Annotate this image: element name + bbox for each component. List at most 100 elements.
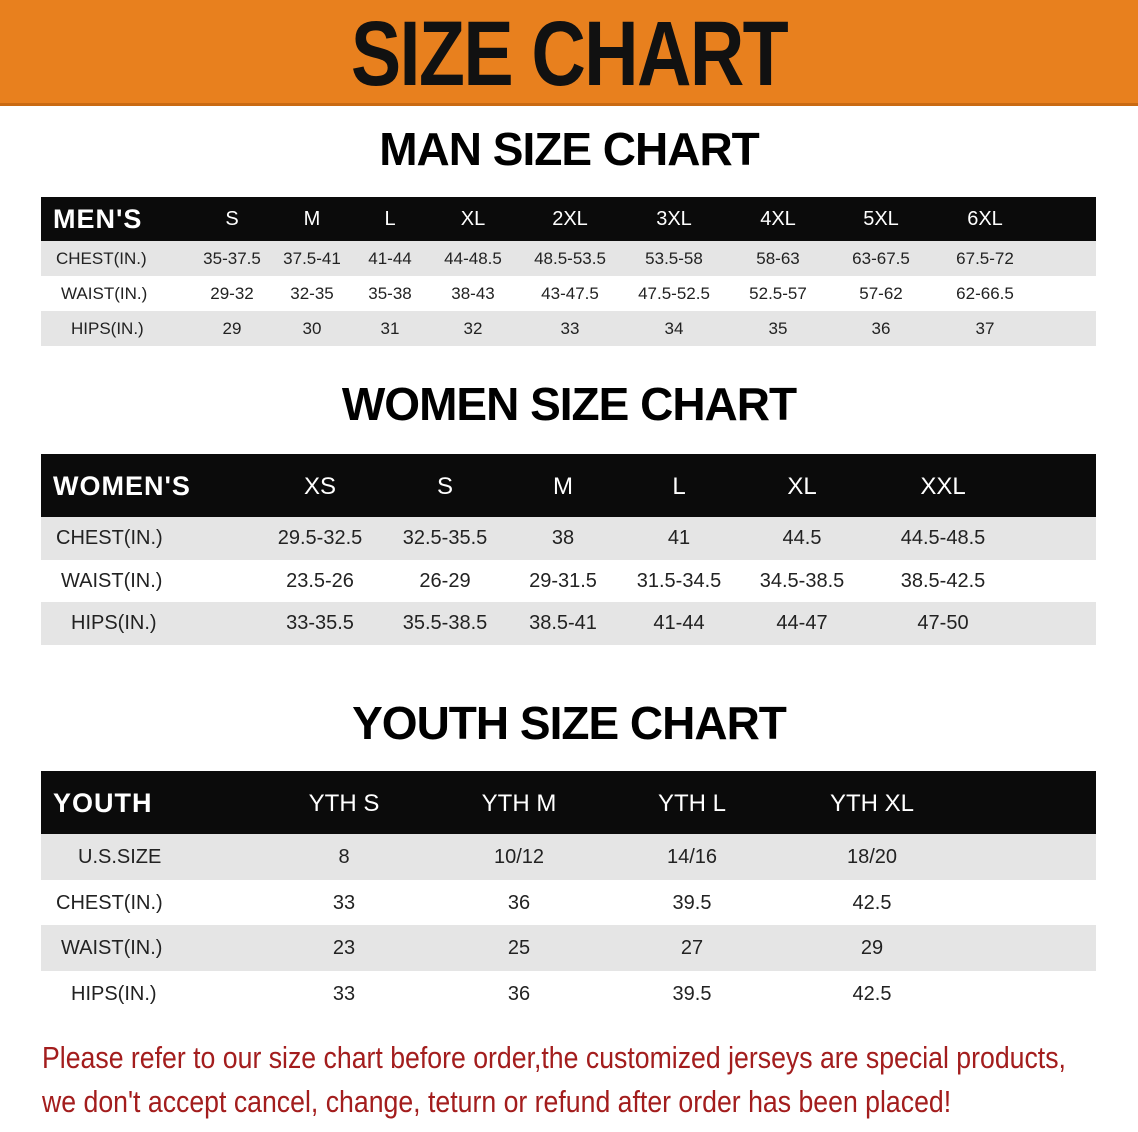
table-cell: 63-67.5 bbox=[852, 249, 910, 268]
table-cell: 62-66.5 bbox=[956, 284, 1014, 303]
table-cell: 38.5-42.5 bbox=[900, 569, 986, 592]
table-cell: 25 bbox=[507, 937, 531, 959]
table-cell: 58-63 bbox=[756, 249, 800, 268]
table-cell: 32.5-35.5 bbox=[402, 527, 488, 549]
table-cell: 36 bbox=[507, 982, 531, 1005]
size-header: XL bbox=[787, 473, 817, 500]
youth-header-label: YOUTH bbox=[53, 788, 153, 818]
table-cell: 36 bbox=[507, 891, 531, 914]
table-cell: 29 bbox=[222, 319, 242, 338]
size-header: L bbox=[672, 473, 686, 500]
row-label: WAIST(IN.) bbox=[61, 284, 148, 303]
table-cell: 23 bbox=[332, 937, 356, 959]
row-label: U.S.SIZE bbox=[78, 846, 162, 868]
table-cell: 42.5 bbox=[852, 982, 892, 1005]
table-cell: 34 bbox=[664, 319, 684, 338]
table-cell: 35-37.5 bbox=[203, 249, 261, 268]
table-cell: 35 bbox=[768, 319, 788, 338]
notice-line-1: Please refer to our size chart before or… bbox=[42, 1040, 1066, 1075]
table-cell: 52.5-57 bbox=[749, 284, 807, 303]
size-header: M bbox=[303, 208, 321, 230]
size-header: XXL bbox=[920, 473, 966, 500]
table-cell: 38-43 bbox=[451, 284, 495, 303]
size-header: 5XL bbox=[863, 208, 899, 230]
table-cell: 41-44 bbox=[653, 612, 705, 634]
table-cell: 14/16 bbox=[666, 846, 718, 868]
size-header: L bbox=[384, 208, 396, 230]
table-cell: 29.5-32.5 bbox=[277, 527, 363, 549]
row-label: CHEST(IN.) bbox=[56, 249, 147, 268]
table-cell: 31 bbox=[380, 319, 400, 338]
size-header: 3XL bbox=[656, 208, 692, 230]
row-label: CHEST(IN.) bbox=[56, 891, 163, 914]
table-cell: 32-35 bbox=[290, 284, 334, 303]
table-cell: 41-44 bbox=[368, 249, 412, 268]
table-cell: 34.5-38.5 bbox=[759, 569, 845, 592]
row-label: HIPS(IN.) bbox=[71, 612, 157, 634]
table-cell: 44.5-48.5 bbox=[900, 527, 986, 549]
size-header: S bbox=[436, 473, 454, 500]
size-header: YTH XL bbox=[829, 790, 915, 817]
size-header: M bbox=[553, 473, 573, 500]
table-row: CHEST(IN.) 33 36 39.5 42.5 bbox=[41, 880, 1096, 926]
table-cell: 47.5-52.5 bbox=[638, 284, 710, 303]
table-cell: 37.5-41 bbox=[283, 249, 341, 268]
size-header: 4XL bbox=[760, 208, 796, 230]
table-cell: 41 bbox=[667, 527, 691, 549]
women-section-title: WOMEN SIZE CHART bbox=[341, 378, 797, 430]
men-header-label: MEN'S bbox=[53, 204, 143, 234]
table-cell: 42.5 bbox=[852, 891, 892, 914]
size-header: XS bbox=[303, 473, 337, 500]
table-cell: 37 bbox=[975, 319, 995, 338]
table-cell: 33 bbox=[560, 319, 580, 338]
row-label: HIPS(IN.) bbox=[71, 319, 144, 338]
size-header: XL bbox=[460, 208, 486, 230]
table-row: U.S.SIZE 8 10/12 14/16 18/20 bbox=[41, 834, 1096, 880]
table-row: WAIST(IN.) 23 25 27 29 bbox=[41, 925, 1096, 971]
size-header: 6XL bbox=[967, 208, 1003, 230]
table-cell: 57-62 bbox=[859, 284, 903, 303]
table-cell: 26-29 bbox=[419, 569, 471, 592]
row-label: HIPS(IN.) bbox=[71, 982, 157, 1005]
table-cell: 44-48.5 bbox=[444, 249, 502, 268]
table-cell: 35-38 bbox=[368, 284, 412, 303]
table-row: CHEST(IN.) 29.5-32.5 32.5-35.5 38 41 44.5 44.5… bbox=[41, 517, 1096, 560]
size-header: 2XL bbox=[552, 208, 588, 230]
table-cell: 67.5-72 bbox=[956, 249, 1014, 268]
youth-header-row: YOUTH YTH S YTH M YTH L YTH XL bbox=[41, 771, 1096, 834]
table-cell: 44.5 bbox=[782, 527, 822, 549]
table-row: CHEST(IN.) 35-37.5 37.5-41 41-44 44-48.5 48.5… bbox=[41, 241, 1096, 276]
table-row: HIPS(IN.) 29 30 31 32 33 34 35 36 37 bbox=[41, 311, 1096, 346]
row-label: WAIST(IN.) bbox=[61, 937, 163, 959]
size-header: YTH S bbox=[308, 790, 380, 817]
row-label: WAIST(IN.) bbox=[61, 569, 163, 592]
size-header: YTH L bbox=[657, 790, 727, 817]
table-cell: 36 bbox=[871, 319, 891, 338]
youth-section-title: YOUTH SIZE CHART bbox=[352, 697, 787, 749]
table-cell: 33 bbox=[332, 982, 356, 1005]
table-cell: 29 bbox=[860, 937, 884, 959]
table-row: WAIST(IN.) 29-32 32-35 35-38 38-43 43-47.5 47.… bbox=[41, 276, 1096, 311]
table-cell: 35.5-38.5 bbox=[402, 612, 488, 634]
table-cell: 48.5-53.5 bbox=[534, 249, 606, 268]
banner-title: SIZE CHART bbox=[350, 3, 789, 105]
table-cell: 10/12 bbox=[493, 846, 545, 868]
table-cell: 32 bbox=[463, 319, 483, 338]
row-label: CHEST(IN.) bbox=[56, 527, 163, 549]
table-cell: 31.5-34.5 bbox=[636, 569, 722, 592]
table-cell: 29-31.5 bbox=[529, 569, 597, 592]
men-header-row: MEN'S S M L XL 2XL 3XL 4XL 5XL 6XL bbox=[41, 197, 1096, 241]
table-cell: 44-47 bbox=[776, 612, 828, 634]
women-header-label: WOMEN'S bbox=[53, 471, 191, 501]
size-header: S bbox=[225, 208, 239, 230]
table-cell: 8 bbox=[338, 846, 350, 868]
table-cell: 29-32 bbox=[210, 284, 254, 303]
table-row: HIPS(IN.) 33-35.5 35.5-38.5 38.5-41 41-44 44-… bbox=[41, 602, 1096, 645]
table-cell: 27 bbox=[680, 937, 704, 959]
table-cell: 47-50 bbox=[917, 612, 969, 634]
notice-line-2: we don't accept cancel, change, teturn o… bbox=[42, 1084, 952, 1119]
table-cell: 39.5 bbox=[672, 891, 712, 914]
table-cell: 38 bbox=[551, 527, 575, 549]
table-cell: 33 bbox=[332, 891, 356, 914]
banner: SIZE CHART bbox=[0, 0, 1138, 106]
